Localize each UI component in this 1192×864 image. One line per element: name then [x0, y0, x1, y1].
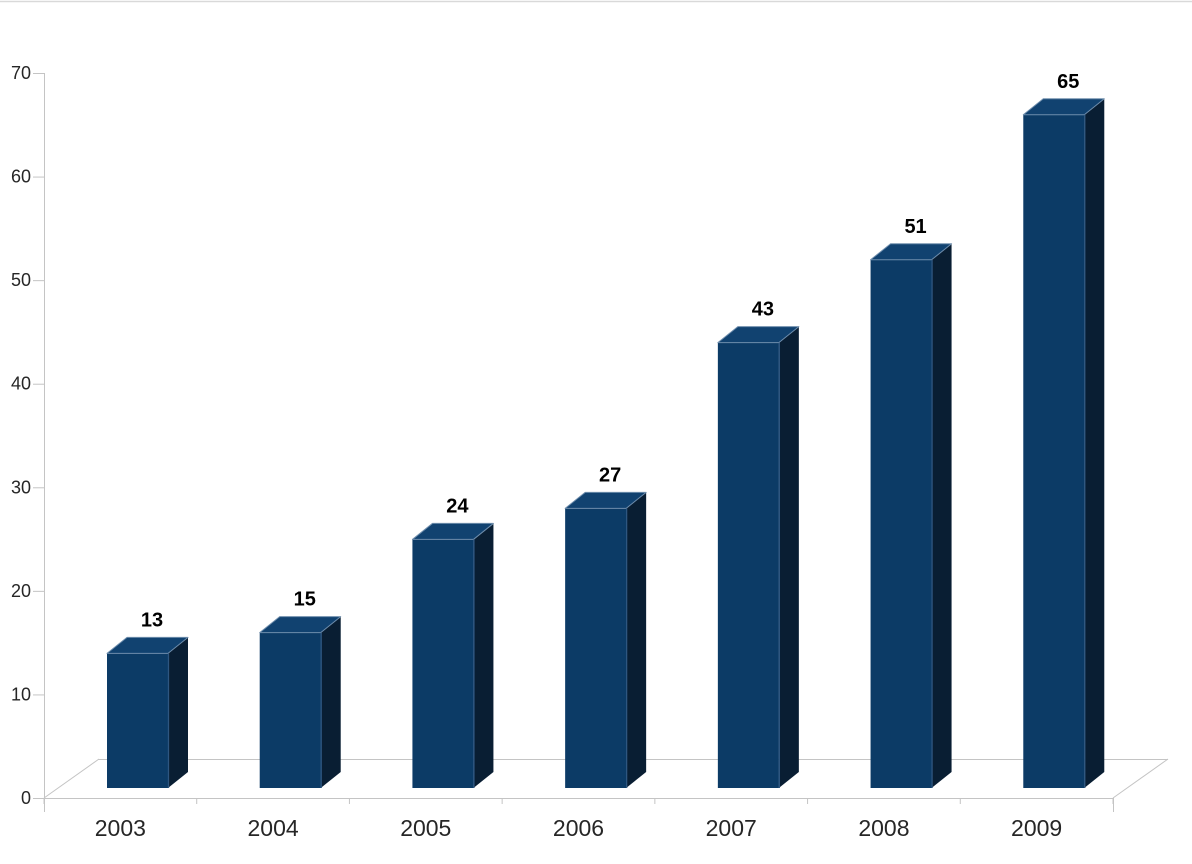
bar-top-face: [1022, 98, 1105, 116]
bar-side-face: [626, 492, 647, 788]
bar-front-face: [717, 342, 779, 788]
x-category-label-2007: 2007: [706, 815, 757, 841]
bar-top-face: [564, 491, 647, 509]
y-tick-label-60: 60: [11, 167, 31, 187]
y-tick-label-40: 40: [11, 374, 31, 394]
x-category-label-2006: 2006: [553, 815, 604, 841]
bar-side-face: [168, 637, 188, 788]
floor-left-edge: [43, 758, 100, 799]
bar-front-face: [107, 653, 168, 788]
bar-side-face: [1084, 98, 1105, 789]
bar-front-face: [870, 259, 932, 788]
bar-2007: [717, 326, 800, 788]
value-label-2006: 27: [599, 464, 621, 486]
bar-top-face: [106, 636, 189, 654]
bar-2009: [1022, 98, 1105, 789]
x-category-label-2003: 2003: [95, 815, 146, 841]
y-tick-label-30: 30: [11, 477, 31, 497]
floor-right-edge: [1112, 758, 1169, 799]
y-tick-label-10: 10: [11, 684, 31, 704]
x-category-label-2009: 2009: [1011, 815, 1062, 841]
bar-top-face: [259, 616, 342, 634]
value-label-2007: 43: [752, 299, 774, 321]
bar-2008: [870, 243, 953, 789]
x-category-label-2005: 2005: [400, 815, 451, 841]
bar-front-face: [412, 539, 474, 788]
value-label-2003: 13: [141, 609, 163, 631]
bar-side-face: [778, 326, 799, 788]
value-label-2009: 65: [1057, 71, 1079, 93]
value-label-2005: 24: [446, 495, 469, 517]
bar-side-face: [320, 616, 341, 788]
bar-2003: [106, 636, 189, 788]
y-tick-label-70: 70: [11, 63, 31, 83]
bar-2005: [411, 522, 494, 788]
bar-2004: [259, 616, 342, 788]
y-tick-label-50: 50: [11, 270, 31, 290]
value-label-2008: 51: [904, 216, 926, 238]
bar-front-face: [259, 632, 321, 788]
bar-2006: [564, 491, 647, 788]
bar-top-face: [870, 243, 953, 261]
bar-front-face: [565, 508, 627, 788]
x-category-label-2008: 2008: [858, 815, 909, 841]
bar-top-face: [717, 326, 800, 344]
x-category-label-2004: 2004: [247, 815, 298, 841]
y-tick-label-20: 20: [11, 581, 31, 601]
y-tick-label-0: 0: [21, 788, 31, 808]
bar-front-face: [1023, 114, 1085, 789]
bar-top-face: [411, 522, 494, 540]
bar-side-face: [931, 243, 952, 789]
value-label-2004: 15: [294, 589, 316, 611]
bar-side-face: [473, 523, 494, 788]
